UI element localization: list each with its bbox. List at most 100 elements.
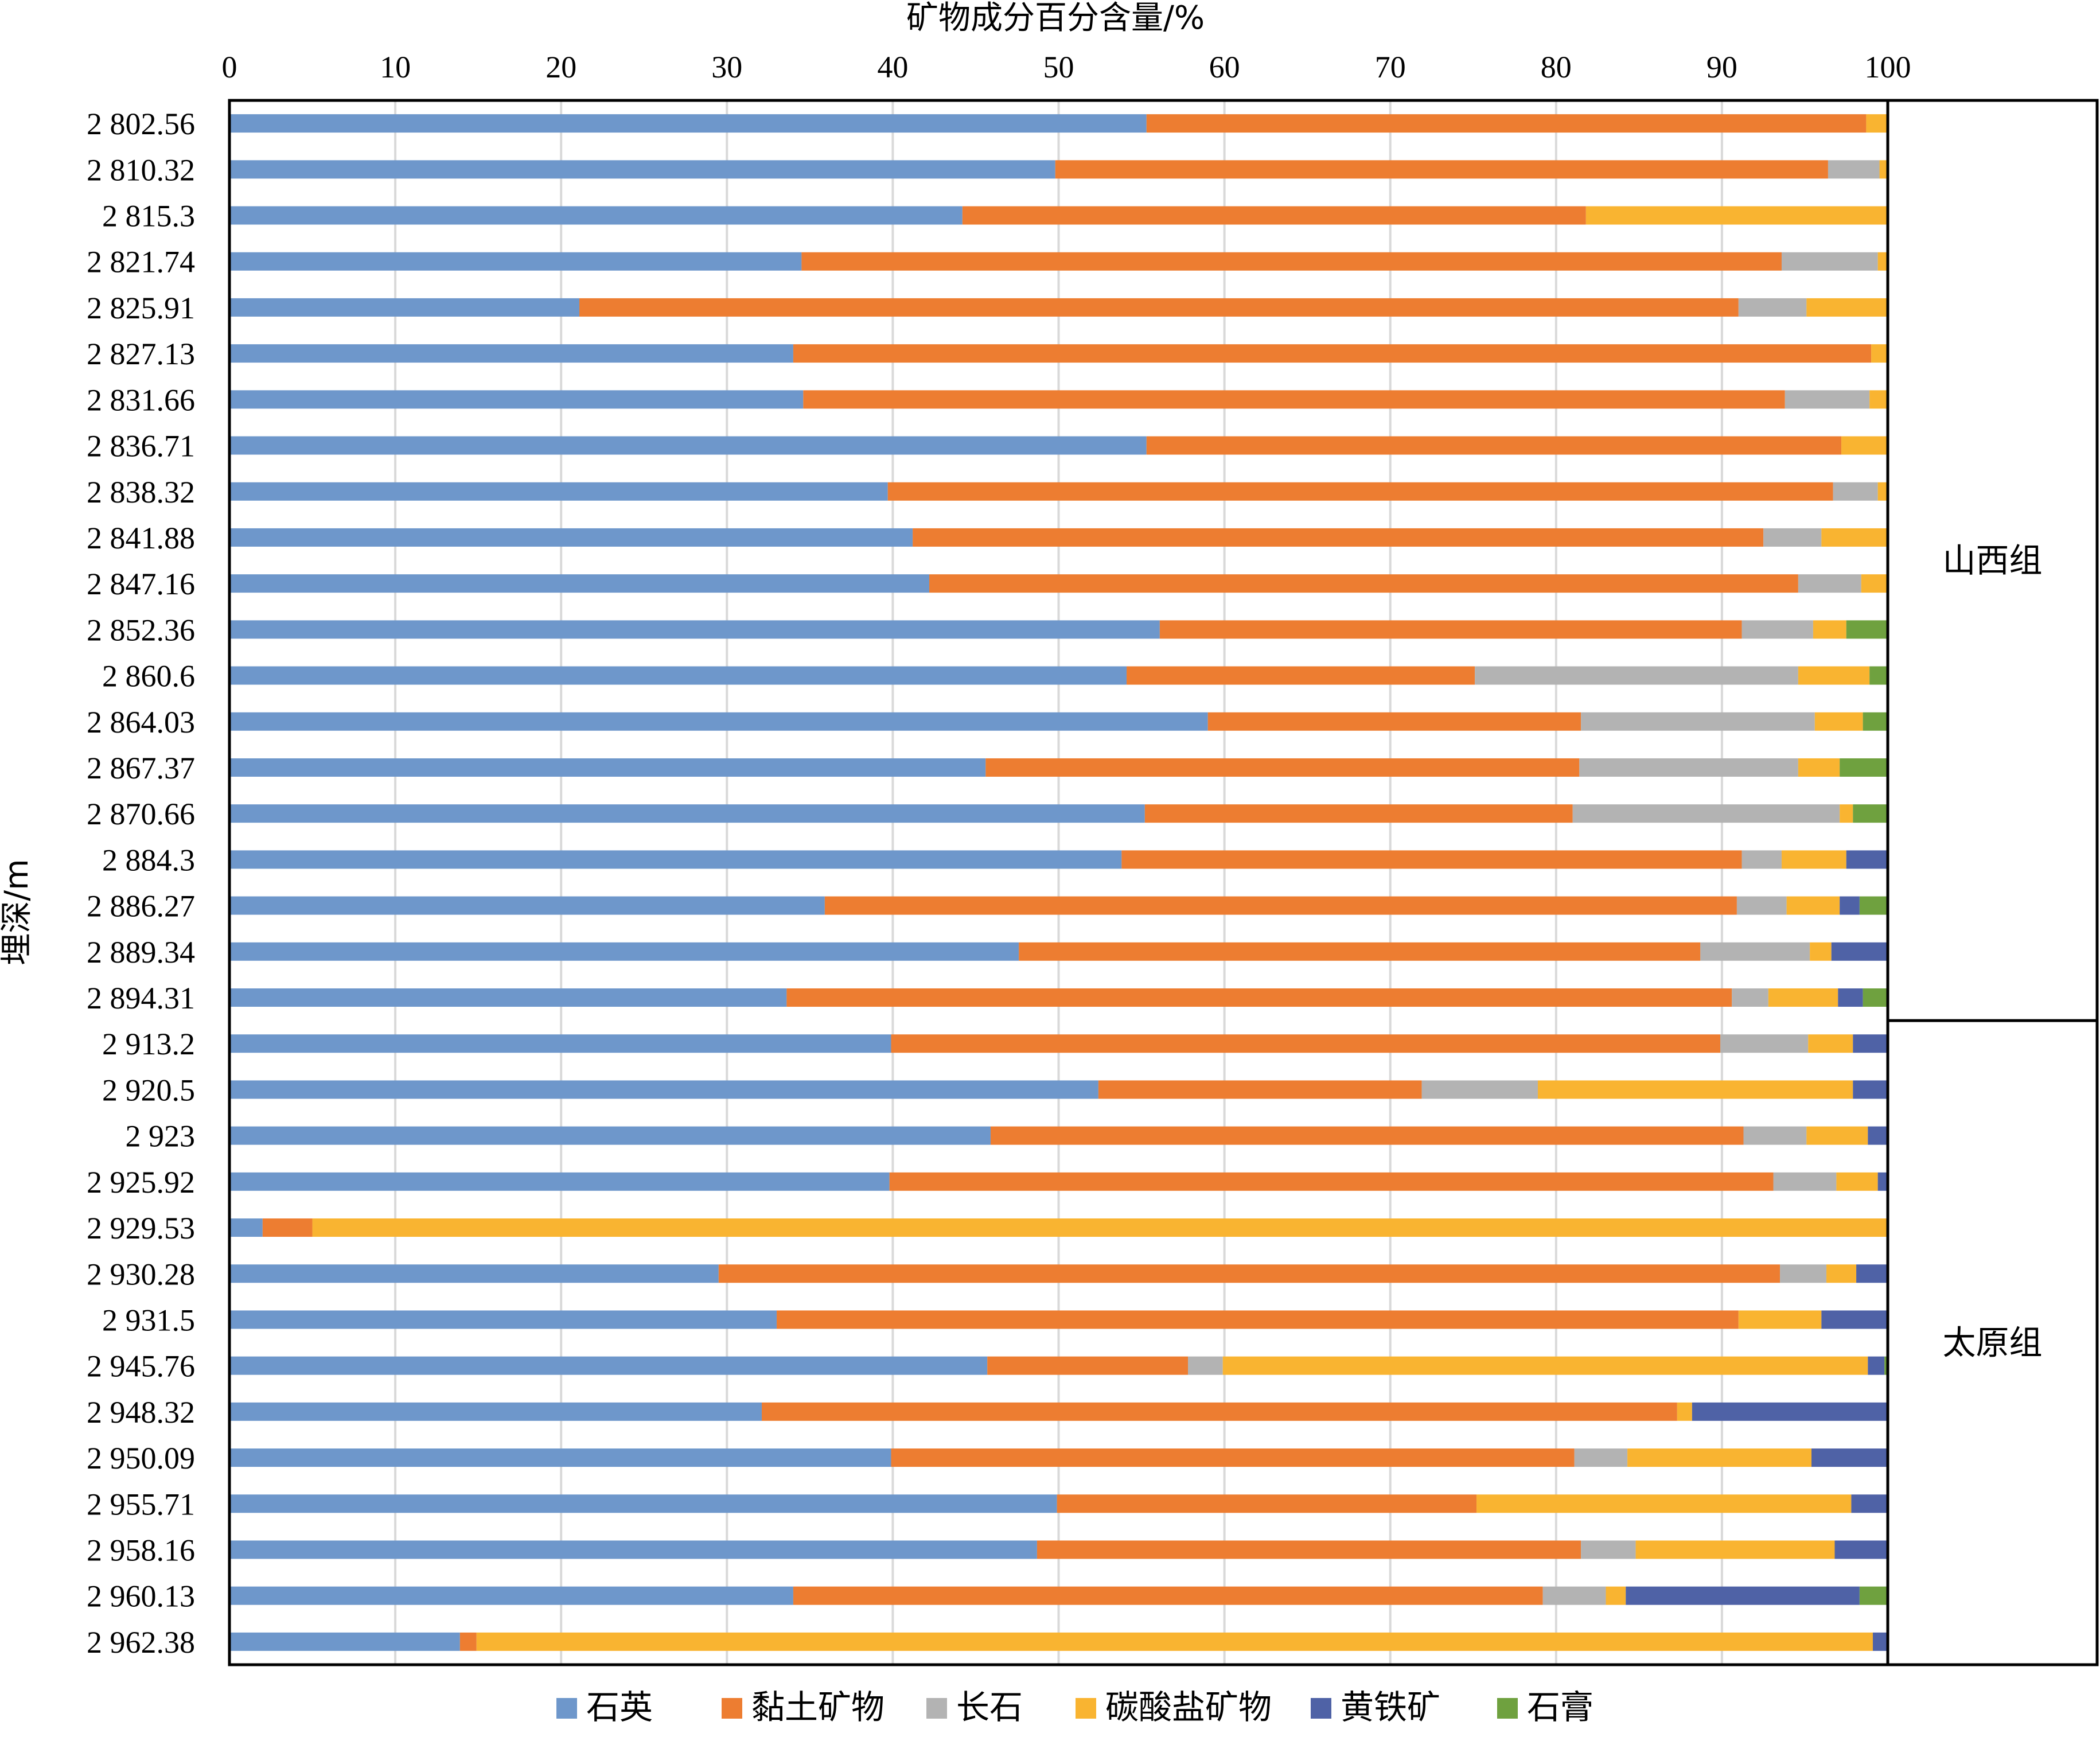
bar-segment-黏土矿物	[1159, 620, 1742, 639]
bar-segment-黏土矿物	[887, 482, 1833, 501]
y-tick-label: 2 810.32	[87, 153, 195, 187]
legend-label: 黄铁矿	[1341, 1688, 1440, 1727]
y-tick-label: 2 931.5	[102, 1303, 195, 1337]
bar-segment-黏土矿物	[1037, 1540, 1581, 1559]
bar-segment-长石	[1763, 528, 1822, 547]
y-axis-label: 埋深/m	[0, 859, 36, 965]
bar-segment-黏土矿物	[929, 574, 1798, 593]
formation-label: 山西组	[1942, 541, 2042, 580]
bar-segment-黄铁矿	[1692, 1402, 1888, 1421]
y-tick-label: 2 827.13	[87, 337, 195, 371]
bar-segment-碳酸盐矿物	[1537, 1080, 1853, 1099]
bar-segment-长石	[1581, 1540, 1636, 1559]
bar-segment-黄铁矿	[1846, 850, 1888, 869]
bar-segment-石英	[229, 620, 1160, 639]
legend-label: 碳酸盐矿物	[1105, 1688, 1272, 1727]
bar-segment-长石	[1798, 574, 1861, 593]
y-tick-label: 2 960.13	[87, 1579, 195, 1614]
bar-segment-石英	[229, 988, 787, 1007]
bar-segment-黏土矿物	[262, 1218, 313, 1237]
y-tick-label: 2 886.27	[87, 889, 195, 924]
y-tick-label: 2 929.53	[87, 1211, 195, 1245]
bar-segment-黄铁矿	[1872, 1632, 1888, 1651]
bar-segment-长石	[1785, 390, 1870, 409]
bar-segment-黏土矿物	[891, 1034, 1721, 1053]
bar-segment-黏土矿物	[962, 206, 1586, 225]
y-tick-label: 2 836.71	[87, 429, 195, 464]
bar-segment-石英	[229, 390, 804, 409]
bar-segment-碳酸盐矿物	[312, 1218, 1888, 1237]
bar-segment-黄铁矿	[1831, 942, 1888, 961]
bar-segment-石英	[229, 1172, 890, 1191]
bar-segment-石英	[229, 114, 1147, 133]
y-tick-label: 2 821.74	[87, 245, 195, 279]
y-tick-label: 2 930.28	[87, 1257, 195, 1291]
bar-segment-黏土矿物	[762, 1402, 1677, 1421]
bar-segment-石英	[229, 1310, 777, 1329]
y-tick-label: 2 923	[126, 1119, 196, 1154]
y-tick-label: 2 955.71	[87, 1487, 195, 1521]
bar-segment-碳酸盐矿物	[1786, 896, 1840, 915]
bar-segment-石英	[229, 850, 1122, 869]
bar-segment-黄铁矿	[1877, 1172, 1888, 1191]
bar-segment-石膏	[1859, 1586, 1888, 1605]
formation-label: 太原组	[1942, 1323, 2042, 1362]
bar-segment-黄铁矿	[1851, 1494, 1888, 1513]
bar-segment-黏土矿物	[985, 758, 1580, 777]
bar-segment-石英	[229, 1632, 460, 1651]
bar-segment-石英	[229, 1494, 1057, 1513]
bar-segment-长石	[1738, 298, 1807, 317]
y-tick-label: 2 889.34	[87, 935, 195, 969]
bar-segment-黏土矿物	[913, 528, 1764, 547]
bar-segment-碳酸盐矿物	[1866, 114, 1888, 133]
bar-segment-黄铁矿	[1868, 1126, 1888, 1145]
y-tick-label: 2 945.76	[87, 1349, 195, 1384]
bar-segment-碳酸盐矿物	[1841, 436, 1888, 455]
bar-segment-碳酸盐矿物	[1808, 1034, 1853, 1053]
y-tick-labels: 2 802.56 2 810.32 2 815.3 2 821.74 2 825.91 2…	[87, 107, 195, 1660]
bar-segment-黄铁矿	[1853, 1080, 1888, 1099]
bar-segment-碳酸盐矿物	[1768, 988, 1838, 1007]
bar-segment-长石	[1833, 482, 1878, 501]
bar-segment-碳酸盐矿物	[1840, 804, 1853, 823]
bar-segment-石膏	[1869, 666, 1888, 685]
bar-segment-碳酸盐矿物	[1836, 1172, 1878, 1191]
bar-segment-黏土矿物	[1207, 712, 1581, 731]
bar-segment-黄铁矿	[1868, 1356, 1885, 1375]
bar-segment-长石	[1421, 1080, 1538, 1099]
x-tick-label: 50	[1043, 50, 1074, 84]
bar-segment-石英	[229, 804, 1145, 823]
bar-segment-石膏	[1859, 896, 1888, 915]
bar-segment-长石	[1780, 1264, 1827, 1283]
bar-segment-长石	[1743, 1126, 1807, 1145]
y-tick-label: 2 870.66	[87, 797, 195, 831]
bar-segment-石英	[229, 1218, 263, 1237]
x-tick-label: 90	[1707, 50, 1737, 84]
bar-segment-长石	[1187, 1356, 1223, 1375]
y-tick-label: 2 884.3	[102, 843, 195, 877]
x-tick-label: 20	[546, 50, 576, 84]
bar-segment-碳酸盐矿物	[1877, 482, 1888, 501]
x-axis-label: 矿物成分百分含量/%	[906, 0, 1205, 37]
y-tick-label: 2 864.03	[87, 705, 195, 739]
bar-segment-石英	[229, 344, 793, 363]
bar-segment-黏土矿物	[1057, 1494, 1477, 1513]
legend-swatch	[556, 1698, 577, 1719]
y-tick-label: 2 962.38	[87, 1625, 195, 1660]
bar-segment-碳酸盐矿物	[1877, 252, 1888, 271]
bar-segment-黄铁矿	[1856, 1264, 1888, 1283]
bar-segment-碳酸盐矿物	[1879, 160, 1888, 179]
y-tick-label: 2 847.16	[87, 567, 195, 601]
bar-segment-黏土矿物	[1019, 942, 1701, 961]
bar-segment-长石	[1741, 850, 1782, 869]
bar-segment-黏土矿物	[1121, 850, 1742, 869]
bar-segment-石英	[229, 1586, 793, 1605]
bar-segment-黏土矿物	[889, 1172, 1774, 1191]
bar-segment-黏土矿物	[793, 1586, 1543, 1605]
legend-swatch	[1497, 1698, 1518, 1719]
bar-segment-长石	[1828, 160, 1880, 179]
bar-segment-石英	[229, 712, 1208, 731]
bar-segment-黏土矿物	[824, 896, 1737, 915]
y-tick-label: 2 838.32	[87, 475, 195, 509]
bar-segment-石英	[229, 1356, 988, 1375]
